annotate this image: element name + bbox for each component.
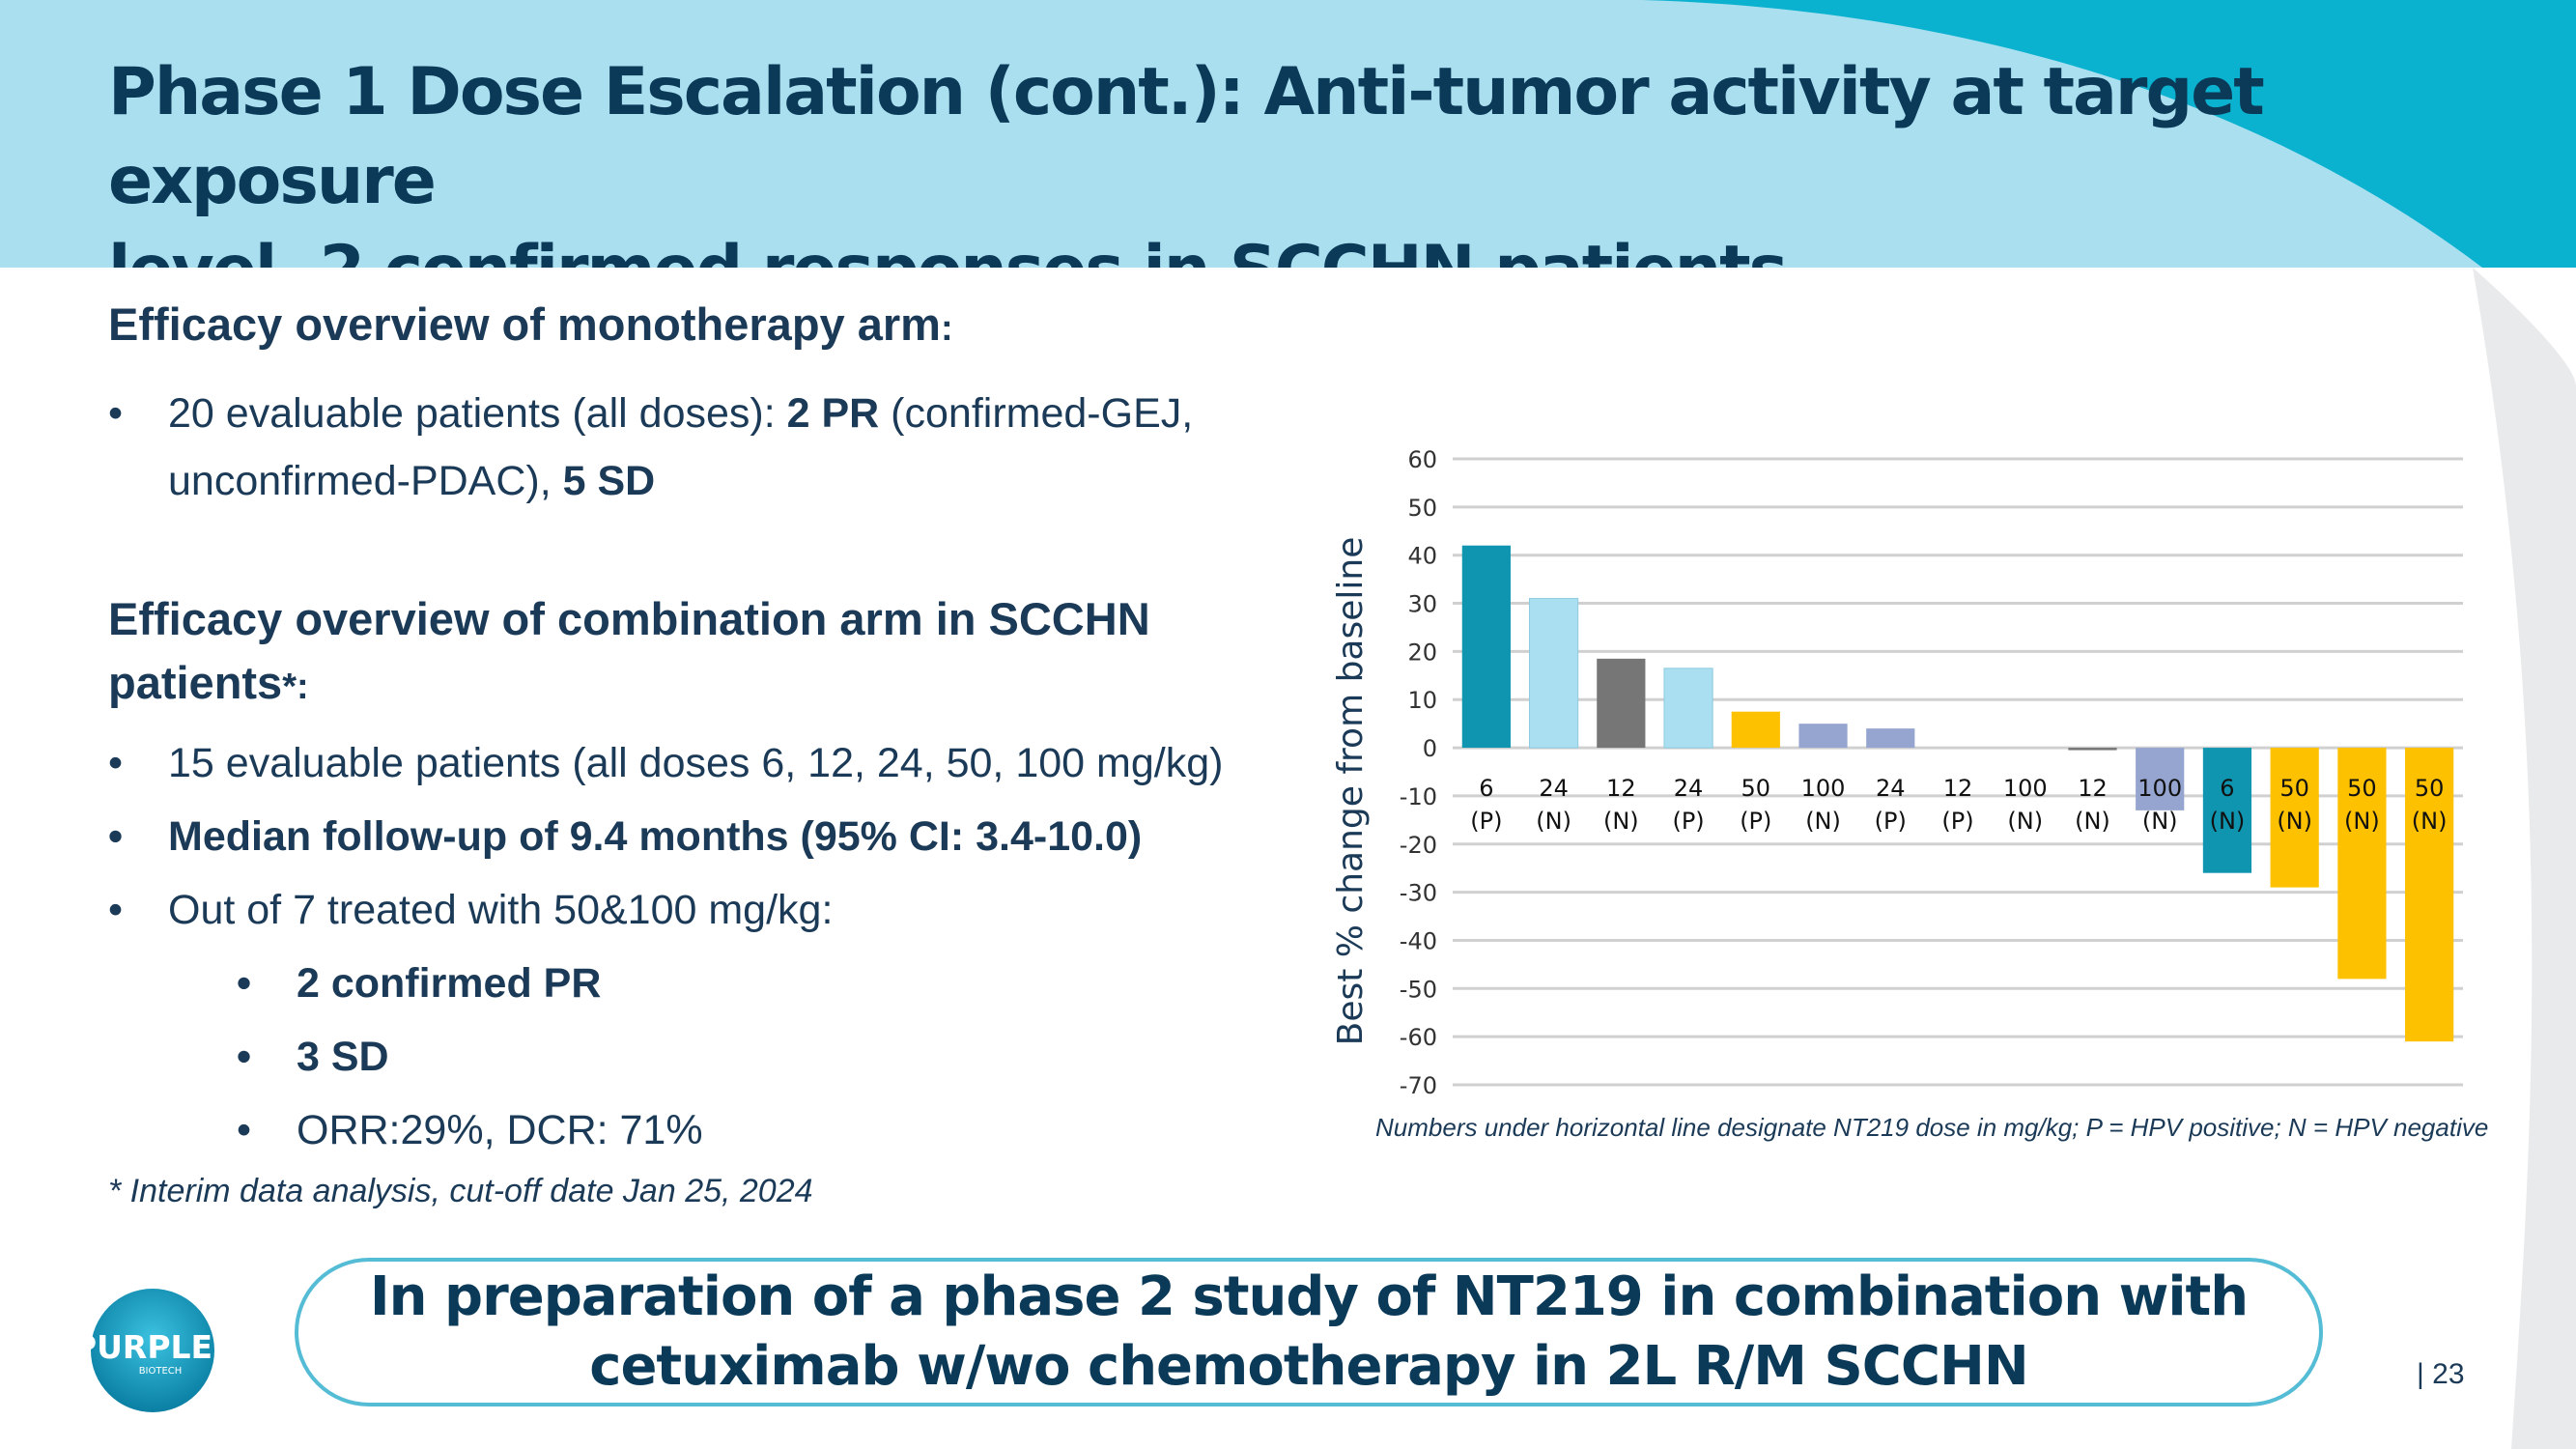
- x-label-hpv: (N): [2277, 808, 2312, 835]
- bar-1: [1461, 545, 1511, 749]
- chart-bars: [1461, 545, 2454, 1042]
- x-label-hpv: (P): [1875, 808, 1907, 835]
- combination-bullets: 15 evaluable patients (all doses 6, 12, …: [108, 726, 1364, 947]
- x-label-dose: 12: [1606, 775, 1636, 802]
- logo-circle: [91, 1289, 214, 1412]
- bar-14: [2337, 748, 2387, 980]
- x-label-hpv: (N): [2344, 808, 2380, 835]
- logo-subtext: BIOTECH: [139, 1366, 183, 1377]
- y-tick-label: 40: [1407, 543, 1437, 570]
- combination-bullet-followup: Median follow-up of 9.4 months (95% CI: …: [108, 800, 1364, 873]
- x-label-hpv: (P): [1672, 808, 1704, 835]
- x-label-dose: 100: [2137, 775, 2182, 802]
- x-label-dose: 6: [2220, 775, 2234, 802]
- x-label-dose: 100: [2003, 775, 2048, 802]
- purple-biotech-logo: PURPLE BIOTECH: [73, 1289, 214, 1412]
- y-tick-label: -60: [1400, 1024, 1437, 1051]
- x-label-dose: 50: [1741, 775, 1771, 802]
- monotherapy-heading: Efficacy overview of monotherapy arm:: [108, 298, 953, 350]
- x-label-hpv: (P): [1941, 808, 1973, 835]
- x-label-hpv: (N): [1536, 808, 1571, 835]
- x-label-hpv: (P): [1470, 808, 1502, 835]
- y-tick-label: 50: [1407, 495, 1437, 522]
- phase2-callout: In preparation of a phase 2 study of NT2…: [295, 1258, 2323, 1406]
- chart-gridlines: [1453, 457, 2463, 1087]
- monotherapy-bullets: 20 evaluable patients (all doses): 2 PR …: [108, 380, 1325, 515]
- bar-11: [2136, 748, 2185, 810]
- phase2-callout-line1: In preparation of a phase 2 study of NT2…: [369, 1265, 2249, 1328]
- x-label-dose: 50: [2415, 775, 2445, 802]
- chart-y-axis-label: Best % change from baseline: [1331, 537, 1371, 1046]
- combination-heading: Efficacy overview of combination arm in …: [108, 593, 1150, 708]
- interim-footnote: * Interim data analysis, cut-off date Ja…: [108, 1173, 813, 1209]
- logo-wordmark: PURPLE: [73, 1328, 212, 1366]
- x-label-hpv: (N): [2142, 808, 2178, 835]
- bar-15: [2405, 748, 2454, 1042]
- combination-sub-bullets: 2 confirmed PR 3 SD ORR:29%, DCR: 71%: [237, 947, 1203, 1167]
- header-banner: Phase 1 Dose Escalation (cont.): Anti-tu…: [0, 0, 2576, 268]
- sub-bullet-sd: 3 SD: [237, 1020, 1203, 1094]
- bar-4: [1663, 668, 1713, 749]
- bar-2: [1528, 598, 1579, 749]
- x-label-dose: 12: [2078, 775, 2108, 802]
- x-label-hpv: (N): [2210, 808, 2246, 835]
- monotherapy-bullet-patients: 20 evaluable patients (all doses): 2 PR …: [108, 380, 1325, 515]
- x-label-dose: 50: [2347, 775, 2377, 802]
- bar-12: [2202, 748, 2252, 873]
- slide-title: Phase 1 Dose Escalation (cont.): Anti-tu…: [108, 48, 2504, 268]
- phase2-callout-line2: cetuximab w/wo chemotherapy in 2L R/M SC…: [589, 1335, 2028, 1398]
- y-tick-label: 20: [1407, 639, 1437, 666]
- x-label-dose: 12: [1943, 775, 1973, 802]
- chart-footnote: Numbers under horizontal line designate …: [1375, 1113, 2489, 1142]
- x-label-dose: 24: [1539, 775, 1569, 802]
- y-tick-label: -70: [1400, 1072, 1437, 1099]
- bar-5: [1731, 711, 1780, 749]
- header-swoosh-decoration: [1642, 0, 2576, 268]
- bar-10: [2068, 748, 2117, 751]
- combination-bullet-patients: 15 evaluable patients (all doses 6, 12, …: [108, 726, 1364, 800]
- x-label-dose: 24: [1674, 775, 1704, 802]
- chart-x-labels: 6 (P) 24 (N) 12 (N) 24 (P) 50 (P) 100 (N) 24 (P) 12 (P)…: [1470, 775, 2447, 835]
- slide-title-line1: Phase 1 Dose Escalation (cont.): Anti-tu…: [108, 54, 2265, 219]
- x-label-dose: 50: [2279, 775, 2309, 802]
- x-label-hpv: (N): [2412, 808, 2448, 835]
- y-tick-label: -40: [1400, 927, 1437, 954]
- bar-13: [2270, 748, 2319, 888]
- x-label-hpv: (N): [1805, 808, 1841, 835]
- bar-3: [1597, 658, 1646, 749]
- slide-title-line2: level, 2 confirmed responses in SCCHN pa…: [108, 232, 1788, 268]
- x-label-hpv: (P): [1740, 808, 1771, 835]
- x-label-hpv: (N): [1603, 808, 1639, 835]
- y-tick-label: -50: [1400, 976, 1437, 1003]
- bar-6: [1798, 724, 1848, 749]
- y-tick-label: -30: [1400, 880, 1437, 907]
- page-number: | 23: [2417, 1358, 2465, 1390]
- combination-bullet-treated: Out of 7 treated with 50&100 mg/kg:: [108, 873, 1364, 947]
- y-tick-label: -10: [1400, 783, 1437, 810]
- x-label-dose: 6: [1479, 775, 1493, 802]
- sub-bullet-pr: 2 confirmed PR: [237, 947, 1203, 1020]
- x-label-hpv: (N): [2007, 808, 2043, 835]
- y-tick-label: -20: [1400, 832, 1437, 859]
- y-tick-label: 30: [1407, 591, 1437, 618]
- bar-7: [1866, 728, 1915, 749]
- x-label-dose: 100: [1801, 775, 1846, 802]
- y-tick-label: 0: [1423, 735, 1437, 762]
- x-label-hpv: (N): [2075, 808, 2110, 835]
- y-tick-label: 10: [1407, 687, 1437, 714]
- y-tick-label: 60: [1407, 446, 1437, 473]
- chart-y-ticks: 60 50 40 30 20 10 0 -10 -20 -30 -40 -50 -60 -70: [1400, 446, 1437, 1099]
- x-label-dose: 24: [1876, 775, 1906, 802]
- sub-bullet-orr-dcr: ORR:29%, DCR: 71%: [237, 1094, 1203, 1167]
